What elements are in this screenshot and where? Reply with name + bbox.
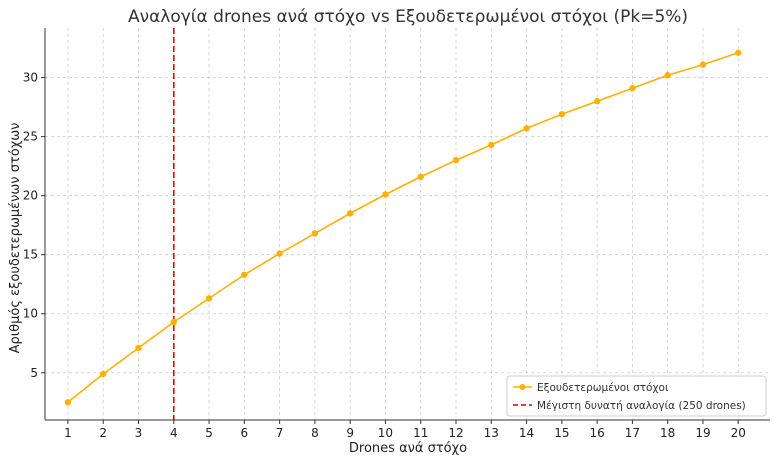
x-tick-label: 5	[205, 426, 213, 440]
data-point	[523, 125, 530, 132]
x-tick-label: 13	[484, 426, 499, 440]
y-tick-label: 25	[23, 130, 38, 144]
legend-series-label: Εξουδετερωμένοι στόχοι	[537, 382, 669, 394]
x-tick-label: 17	[625, 426, 640, 440]
y-ticks: 5 10 15 20 25 30	[23, 71, 45, 380]
x-tick-label: 10	[378, 426, 393, 440]
data-point	[205, 295, 213, 302]
legend-reference-label: Μέγιστη δυνατή αναλογία (250 drones)	[537, 400, 746, 412]
x-tick-label: 11	[413, 426, 428, 440]
x-tick-label: 19	[695, 426, 710, 440]
data-point	[699, 61, 707, 68]
data-point	[100, 370, 107, 378]
data-point	[135, 344, 142, 352]
x-tick-label: 8	[311, 426, 319, 440]
series-line	[67, 52, 739, 403]
series-group	[64, 49, 742, 406]
x-tick-label: 9	[346, 426, 354, 440]
data-point	[664, 72, 671, 79]
x-tick-label: 4	[170, 426, 178, 440]
y-tick-label: 15	[23, 248, 38, 262]
legend: Εξουδετερωμένοι στόχοι Μέγιστη δυνατή αν…	[506, 375, 767, 417]
x-tick-label: 18	[660, 426, 675, 440]
y-tick-label: 30	[23, 71, 38, 85]
x-tick-label: 6	[241, 426, 249, 440]
x-tick-label: 2	[99, 426, 107, 440]
x-tick-label: 1	[64, 426, 72, 440]
data-point	[382, 191, 389, 198]
x-tick-label: 16	[589, 426, 604, 440]
x-tick-label: 3	[135, 426, 143, 440]
legend-series-marker-icon	[519, 384, 526, 390]
data-point	[593, 98, 601, 105]
y-axis-title: Αριθμός εξουδετερωμένων στόχων	[8, 123, 23, 354]
x-tick-label: 20	[731, 426, 746, 440]
x-ticks: 1 2 3 4 5 6 7 8 9 10 11 12 13 14 15 16 17 18 19 20	[64, 420, 746, 440]
x-tick-label: 12	[448, 426, 463, 440]
x-axis-title: Drones ανά στόχο	[349, 441, 467, 456]
data-point	[64, 399, 72, 406]
data-point	[241, 271, 248, 278]
data-point	[629, 85, 636, 92]
data-point	[735, 49, 742, 56]
x-tick-label: 15	[554, 426, 569, 440]
legend-box	[506, 375, 767, 417]
axes	[44, 28, 770, 421]
y-tick-label: 20	[23, 189, 38, 203]
data-point	[311, 230, 319, 237]
data-point	[346, 210, 354, 217]
data-point	[452, 157, 460, 164]
grid	[45, 28, 770, 420]
data-point	[170, 318, 177, 326]
data-point	[488, 141, 495, 149]
y-tick-label: 5	[30, 366, 38, 380]
x-tick-label: 14	[519, 426, 534, 440]
data-point	[558, 110, 566, 118]
y-tick-label: 10	[23, 307, 38, 321]
data-point	[417, 173, 424, 180]
chart-title: Αναλογία drones ανά στόχο vs Εξουδετερωμ…	[128, 7, 688, 27]
data-point	[276, 250, 283, 257]
x-tick-label: 7	[276, 426, 284, 440]
